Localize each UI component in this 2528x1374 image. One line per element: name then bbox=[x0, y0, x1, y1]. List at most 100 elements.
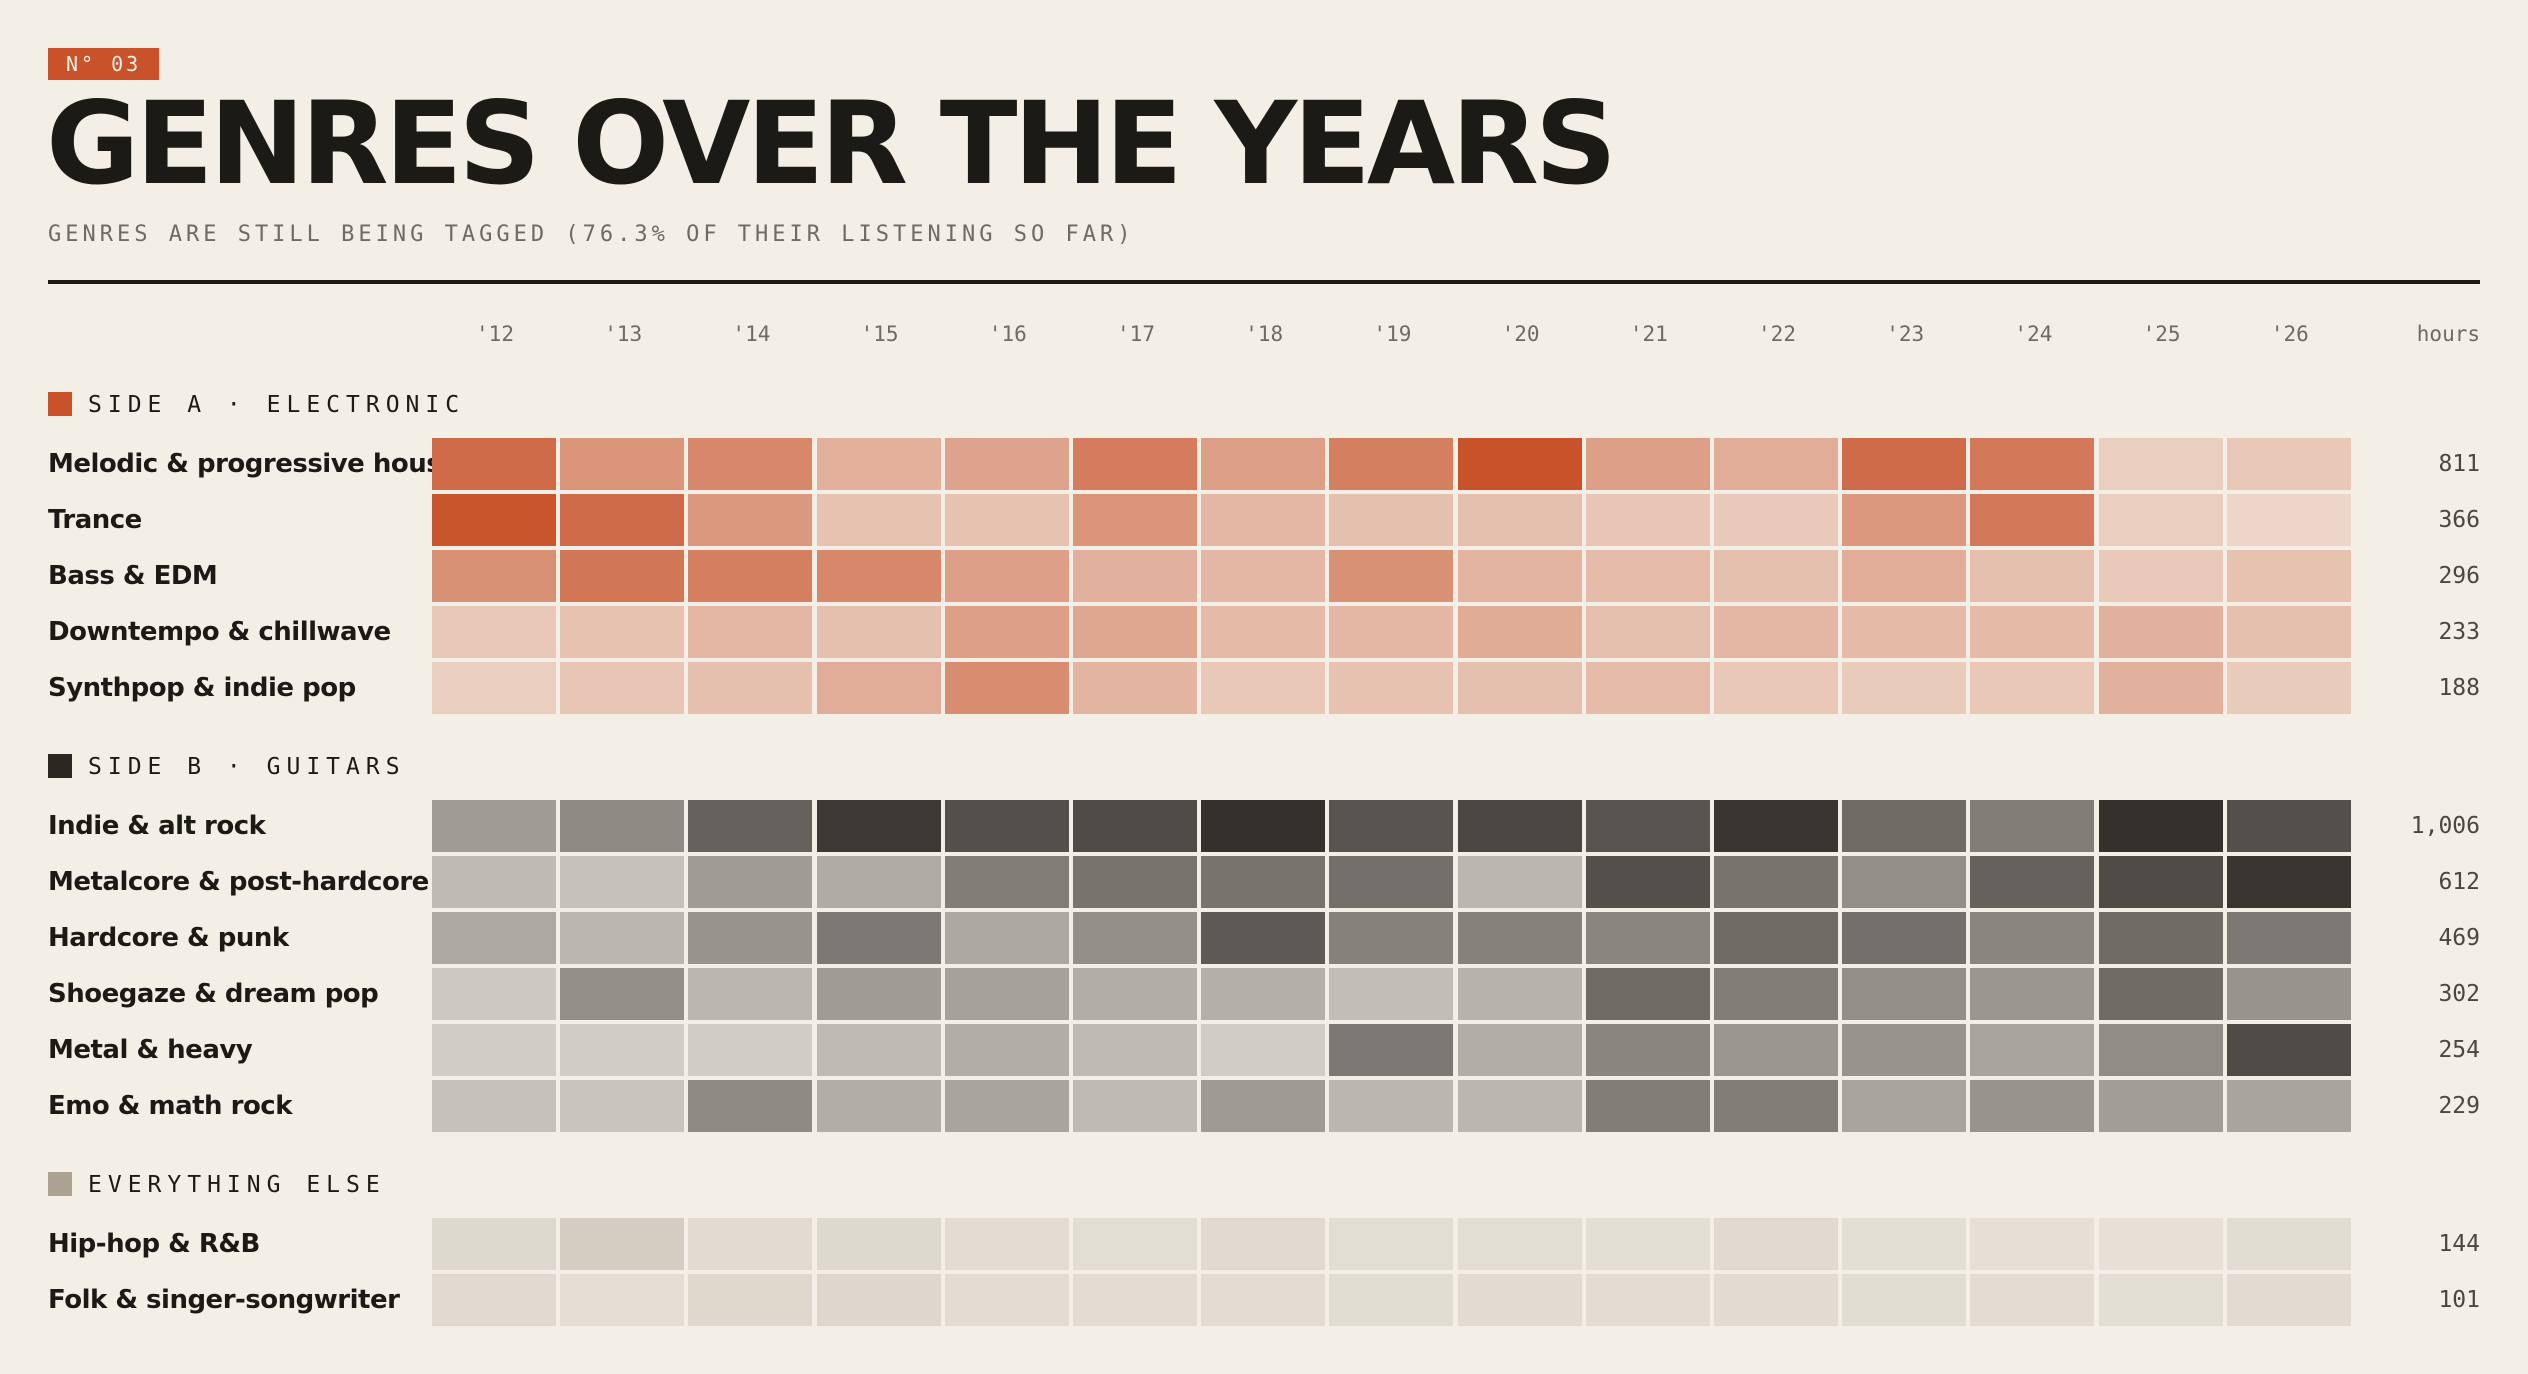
heatmap-cell[interactable] bbox=[1714, 1024, 1838, 1076]
heatmap-cell[interactable] bbox=[1201, 550, 1326, 602]
heatmap-cell[interactable] bbox=[688, 1274, 813, 1326]
heatmap-cell[interactable] bbox=[560, 856, 685, 908]
heatmap-cell[interactable] bbox=[1073, 438, 1197, 490]
heatmap-cell[interactable] bbox=[1329, 662, 1454, 714]
heatmap-cell[interactable] bbox=[2098, 1274, 2223, 1326]
heatmap-cell[interactable] bbox=[1842, 912, 1967, 964]
heatmap-cell[interactable] bbox=[1970, 800, 2095, 852]
heatmap-cell[interactable] bbox=[432, 1080, 556, 1132]
heatmap-cell[interactable] bbox=[1457, 606, 1582, 658]
heatmap-cell[interactable] bbox=[1585, 1218, 1710, 1270]
heatmap-cell[interactable] bbox=[560, 912, 685, 964]
heatmap-cell[interactable] bbox=[1714, 1080, 1838, 1132]
heatmap-cell[interactable] bbox=[1842, 1024, 1967, 1076]
heatmap-cell[interactable] bbox=[1585, 494, 1710, 546]
heatmap-cell[interactable] bbox=[688, 606, 813, 658]
heatmap-cell[interactable] bbox=[1585, 800, 1710, 852]
heatmap-cell[interactable] bbox=[1585, 1080, 1710, 1132]
heatmap-cell[interactable] bbox=[1201, 606, 1326, 658]
heatmap-cell[interactable] bbox=[1329, 856, 1454, 908]
heatmap-cell[interactable] bbox=[1585, 968, 1710, 1020]
heatmap-cell[interactable] bbox=[1457, 1218, 1582, 1270]
heatmap-cell[interactable] bbox=[1842, 1080, 1967, 1132]
heatmap-cell[interactable] bbox=[1073, 494, 1197, 546]
heatmap-cell[interactable] bbox=[2226, 662, 2351, 714]
heatmap-cell[interactable] bbox=[560, 1218, 685, 1270]
heatmap-cell[interactable] bbox=[560, 550, 685, 602]
heatmap-cell[interactable] bbox=[2098, 1080, 2223, 1132]
heatmap-cell[interactable] bbox=[816, 494, 941, 546]
heatmap-cell[interactable] bbox=[432, 494, 556, 546]
heatmap-cell[interactable] bbox=[816, 1274, 941, 1326]
heatmap-cell[interactable] bbox=[2226, 1218, 2351, 1270]
heatmap-cell[interactable] bbox=[1714, 800, 1838, 852]
heatmap-cell[interactable] bbox=[1457, 1024, 1582, 1076]
heatmap-cell[interactable] bbox=[432, 800, 556, 852]
heatmap-cell[interactable] bbox=[432, 1218, 556, 1270]
heatmap-cell[interactable] bbox=[2098, 550, 2223, 602]
heatmap-cell[interactable] bbox=[1457, 1274, 1582, 1326]
heatmap-cell[interactable] bbox=[2226, 968, 2351, 1020]
heatmap-cell[interactable] bbox=[1585, 550, 1710, 602]
heatmap-cell[interactable] bbox=[1970, 1024, 2095, 1076]
heatmap-cell[interactable] bbox=[1842, 1274, 1967, 1326]
heatmap-cell[interactable] bbox=[1201, 662, 1326, 714]
heatmap-cell[interactable] bbox=[432, 968, 556, 1020]
heatmap-cell[interactable] bbox=[1585, 438, 1710, 490]
heatmap-cell[interactable] bbox=[1329, 606, 1454, 658]
heatmap-cell[interactable] bbox=[2098, 912, 2223, 964]
heatmap-cell[interactable] bbox=[944, 968, 1069, 1020]
heatmap-cell[interactable] bbox=[1714, 438, 1838, 490]
heatmap-cell[interactable] bbox=[1714, 1274, 1838, 1326]
heatmap-cell[interactable] bbox=[816, 662, 941, 714]
heatmap-cell[interactable] bbox=[1329, 494, 1454, 546]
heatmap-cell[interactable] bbox=[688, 1218, 813, 1270]
heatmap-cell[interactable] bbox=[1970, 550, 2095, 602]
heatmap-cell[interactable] bbox=[1714, 550, 1838, 602]
heatmap-cell[interactable] bbox=[432, 606, 556, 658]
heatmap-cell[interactable] bbox=[688, 1080, 813, 1132]
heatmap-cell[interactable] bbox=[1457, 662, 1582, 714]
heatmap-cell[interactable] bbox=[816, 1024, 941, 1076]
heatmap-cell[interactable] bbox=[560, 800, 685, 852]
heatmap-cell[interactable] bbox=[1585, 1274, 1710, 1326]
heatmap-cell[interactable] bbox=[1329, 550, 1454, 602]
heatmap-cell[interactable] bbox=[560, 1080, 685, 1132]
heatmap-cell[interactable] bbox=[1457, 912, 1582, 964]
heatmap-cell[interactable] bbox=[1201, 1024, 1326, 1076]
heatmap-cell[interactable] bbox=[1329, 800, 1454, 852]
heatmap-cell[interactable] bbox=[1714, 606, 1838, 658]
heatmap-cell[interactable] bbox=[1585, 1024, 1710, 1076]
heatmap-cell[interactable] bbox=[944, 912, 1069, 964]
heatmap-cell[interactable] bbox=[944, 550, 1069, 602]
heatmap-cell[interactable] bbox=[1970, 1218, 2095, 1270]
heatmap-cell[interactable] bbox=[816, 856, 941, 908]
heatmap-cell[interactable] bbox=[688, 662, 813, 714]
heatmap-cell[interactable] bbox=[1329, 912, 1454, 964]
heatmap-cell[interactable] bbox=[1201, 856, 1326, 908]
heatmap-cell[interactable] bbox=[944, 494, 1069, 546]
heatmap-cell[interactable] bbox=[2226, 1274, 2351, 1326]
heatmap-cell[interactable] bbox=[1714, 1218, 1838, 1270]
heatmap-cell[interactable] bbox=[1457, 550, 1582, 602]
heatmap-cell[interactable] bbox=[1842, 438, 1967, 490]
heatmap-cell[interactable] bbox=[816, 912, 941, 964]
heatmap-cell[interactable] bbox=[1073, 1218, 1197, 1270]
heatmap-cell[interactable] bbox=[1329, 438, 1454, 490]
heatmap-cell[interactable] bbox=[1842, 662, 1967, 714]
heatmap-cell[interactable] bbox=[816, 800, 941, 852]
heatmap-cell[interactable] bbox=[1970, 968, 2095, 1020]
heatmap-cell[interactable] bbox=[816, 550, 941, 602]
heatmap-cell[interactable] bbox=[1073, 1274, 1197, 1326]
heatmap-cell[interactable] bbox=[2098, 662, 2223, 714]
heatmap-cell[interactable] bbox=[2098, 1024, 2223, 1076]
heatmap-cell[interactable] bbox=[1457, 800, 1582, 852]
heatmap-cell[interactable] bbox=[1457, 1080, 1582, 1132]
heatmap-cell[interactable] bbox=[1714, 856, 1838, 908]
heatmap-cell[interactable] bbox=[944, 1024, 1069, 1076]
heatmap-cell[interactable] bbox=[1842, 968, 1967, 1020]
heatmap-cell[interactable] bbox=[1201, 912, 1326, 964]
heatmap-cell[interactable] bbox=[2226, 550, 2351, 602]
heatmap-cell[interactable] bbox=[2226, 856, 2351, 908]
heatmap-cell[interactable] bbox=[432, 912, 556, 964]
